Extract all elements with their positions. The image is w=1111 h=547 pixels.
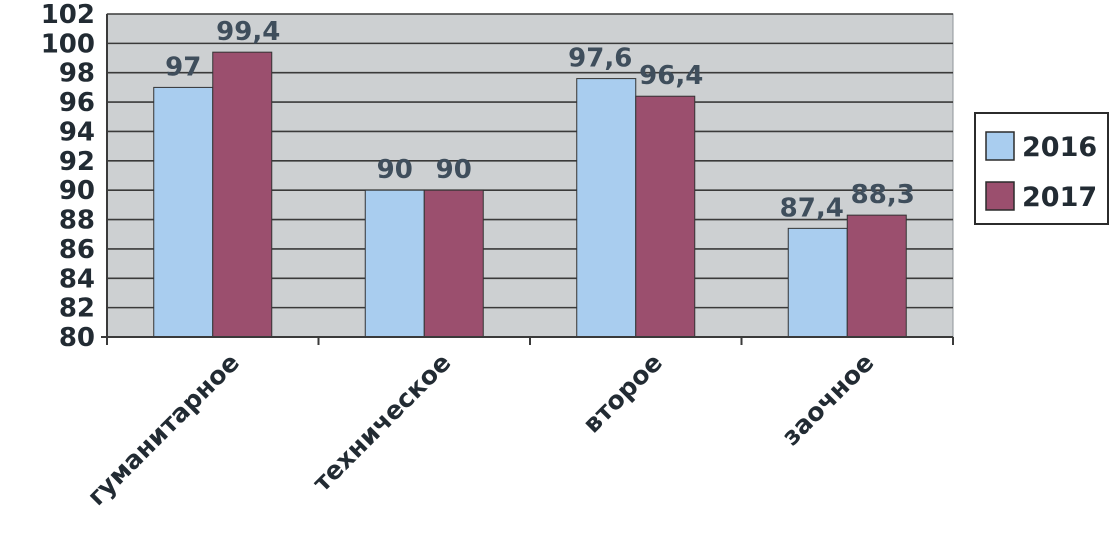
- y-tick-label: 88: [59, 206, 95, 236]
- y-tick-label: 100: [41, 29, 95, 59]
- bar-2017-1: [212, 51, 273, 338]
- y-tick-label: 84: [59, 264, 95, 294]
- data-label: 88,3: [851, 180, 915, 210]
- legend-label-2017: 2017: [1022, 182, 1097, 213]
- y-tick-label: 86: [59, 235, 95, 265]
- data-label: 96,4: [639, 61, 703, 91]
- x-category-label: второе: [577, 348, 668, 439]
- y-tick-label: 90: [59, 176, 95, 206]
- y-tick-label: 102: [41, 0, 95, 30]
- x-category-label: гуманитарное: [82, 348, 245, 511]
- bar-2016-2: [364, 189, 425, 338]
- data-label: 99,4: [216, 17, 280, 47]
- x-category-labels: гуманитарное техническое второе заочное: [82, 348, 880, 511]
- bar-2016-3: [576, 78, 637, 338]
- bar-2016-4: [787, 227, 848, 338]
- data-labels: 97 99,4 90 90 97,696,4 87,4 88,3: [165, 17, 915, 223]
- y-tick-label: 92: [59, 147, 95, 177]
- data-label: 90: [377, 155, 413, 185]
- bar-2017-3: [635, 95, 696, 338]
- y-tick-label: 98: [59, 59, 95, 89]
- data-label: 87,4: [780, 193, 844, 223]
- data-label: 97: [165, 52, 201, 82]
- legend-swatch-2016: [985, 131, 1015, 161]
- legend-swatch-2017: [985, 181, 1015, 211]
- bar-2017-2: [423, 189, 484, 338]
- x-category-label: заочное: [776, 348, 879, 451]
- bar-2016-1: [153, 86, 214, 338]
- bars-group: [153, 51, 907, 338]
- y-tick-label: 96: [59, 88, 95, 118]
- x-category-label: техническое: [307, 348, 456, 497]
- data-label: 97,6: [568, 44, 632, 74]
- bar-2017-4: [846, 214, 907, 338]
- data-label: 90: [436, 155, 472, 185]
- legend-label-2016: 2016: [1022, 132, 1097, 163]
- y-tick-label: 82: [59, 294, 95, 324]
- y-tick-label: 80: [59, 323, 95, 353]
- legend: 2016 2017: [974, 112, 1109, 225]
- y-tick-label: 94: [59, 117, 95, 147]
- axes-group: [101, 14, 954, 345]
